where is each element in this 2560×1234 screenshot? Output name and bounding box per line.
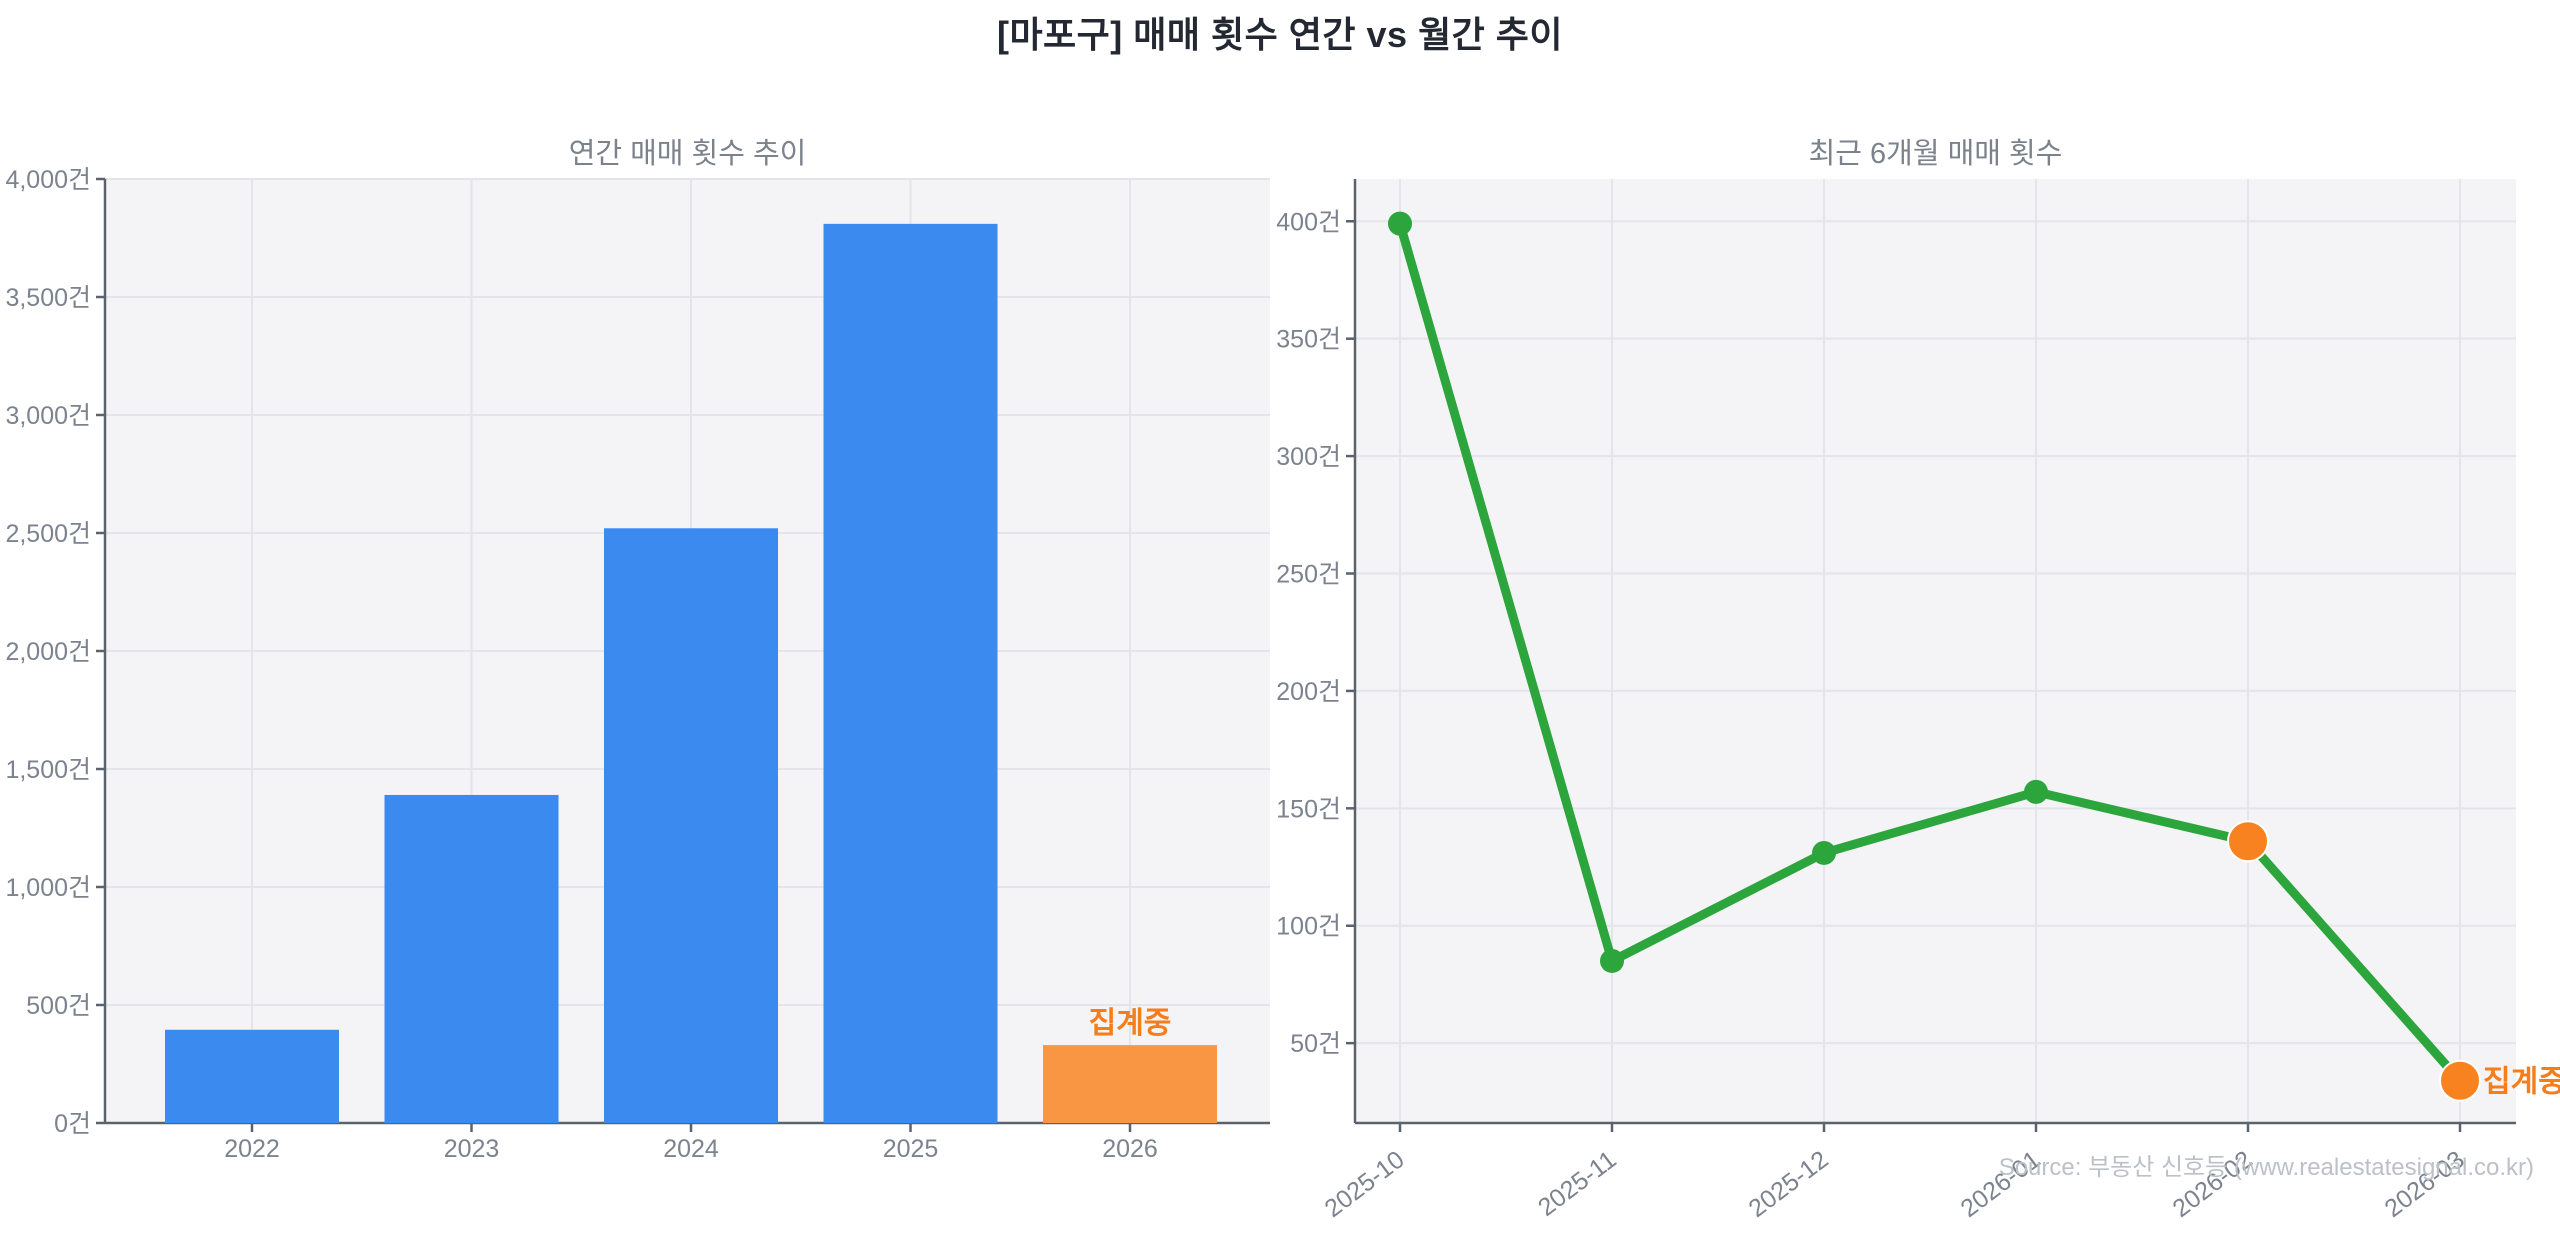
y-tick-label: 4,000건 [5, 166, 91, 194]
y-tick-label: 1,000건 [5, 874, 91, 902]
point-2025-11 [1600, 948, 1624, 973]
x-tick-label: 2025 [883, 1135, 939, 1163]
y-tick-labels: 0건 500건 1,000건 1,500건 2,000건 2,500건 3,000건 3,50… [5, 166, 105, 1138]
y-tick-label: 100건 [1276, 913, 1341, 941]
axes [1353, 179, 2516, 1125]
bar-2023 [384, 794, 559, 1123]
source-watermark: Source: 부동산 신호등 (www.realestatesignal.co… [1999, 1154, 2534, 1181]
monthly-line-chart: 최근 6개월 매매 횟수 50건 100건 150건 200건 250건 300건 350건 4… [1276, 137, 2560, 1223]
page-title: [마포구] 매매 횟수 연간 vs 월간 추이 [996, 14, 1564, 55]
bar-2025 [823, 223, 998, 1124]
point-2026-02 [2227, 820, 2269, 863]
bar-2022 [165, 1029, 339, 1123]
x-tick-label: 2025-11 [1533, 1145, 1622, 1221]
chart-title: 최근 6개월 매매 횟수 [1809, 137, 2063, 170]
bar-2026 [1043, 1045, 1217, 1123]
y-tick-label: 500건 [26, 992, 91, 1020]
point-2025-10 [1388, 211, 1412, 236]
x-tick-label: 2022 [224, 1135, 280, 1163]
y-tick-label: 300건 [1276, 443, 1341, 471]
x-tick-label: 2025-12 [1743, 1145, 1833, 1223]
y-tick-label: 3,500건 [5, 284, 91, 312]
point-2026-01 [2024, 779, 2048, 804]
in-progress-label: 집계중 [1089, 1007, 1172, 1040]
y-tick-label: 200건 [1276, 678, 1341, 706]
y-tick-labels: 50건 100건 150건 200건 250건 300건 350건 400건 [1276, 208, 1355, 1058]
bar-2024 [604, 528, 778, 1123]
point-2026-03 [2439, 1059, 2481, 1102]
trend-line [1395, 219, 2465, 1086]
bars [165, 223, 1217, 1124]
y-tick-label: 0건 [54, 1110, 91, 1138]
x-tick-label: 2025-10 [1319, 1145, 1409, 1223]
point-2025-12 [1812, 840, 1836, 865]
y-tick-label: 400건 [1276, 208, 1341, 236]
annual-bar-chart: 연간 매매 횟수 추이 0건 500건 1,000건 1,500건 2,000건 2,500… [5, 137, 1270, 1163]
chart-title: 연간 매매 횟수 추이 [569, 137, 807, 170]
y-tick-label: 250건 [1276, 561, 1341, 589]
y-tick-label: 2,500건 [5, 520, 91, 548]
x-tick-label: 2024 [663, 1135, 719, 1163]
x-tick-label: 2023 [444, 1135, 500, 1163]
y-tick-label: 350건 [1276, 326, 1341, 354]
x-tick-labels: 2022 2023 2024 2025 2026 [224, 1123, 1158, 1163]
y-tick-label: 2,000건 [5, 638, 91, 666]
in-progress-label: 집계중 [2483, 1066, 2560, 1099]
y-tick-label: 3,000건 [5, 402, 91, 430]
x-tick-label: 2026 [1102, 1135, 1158, 1163]
y-tick-label: 50건 [1290, 1030, 1341, 1058]
y-tick-label: 150건 [1276, 795, 1341, 823]
y-tick-label: 1,500건 [5, 756, 91, 784]
data-points [1388, 211, 2481, 1102]
